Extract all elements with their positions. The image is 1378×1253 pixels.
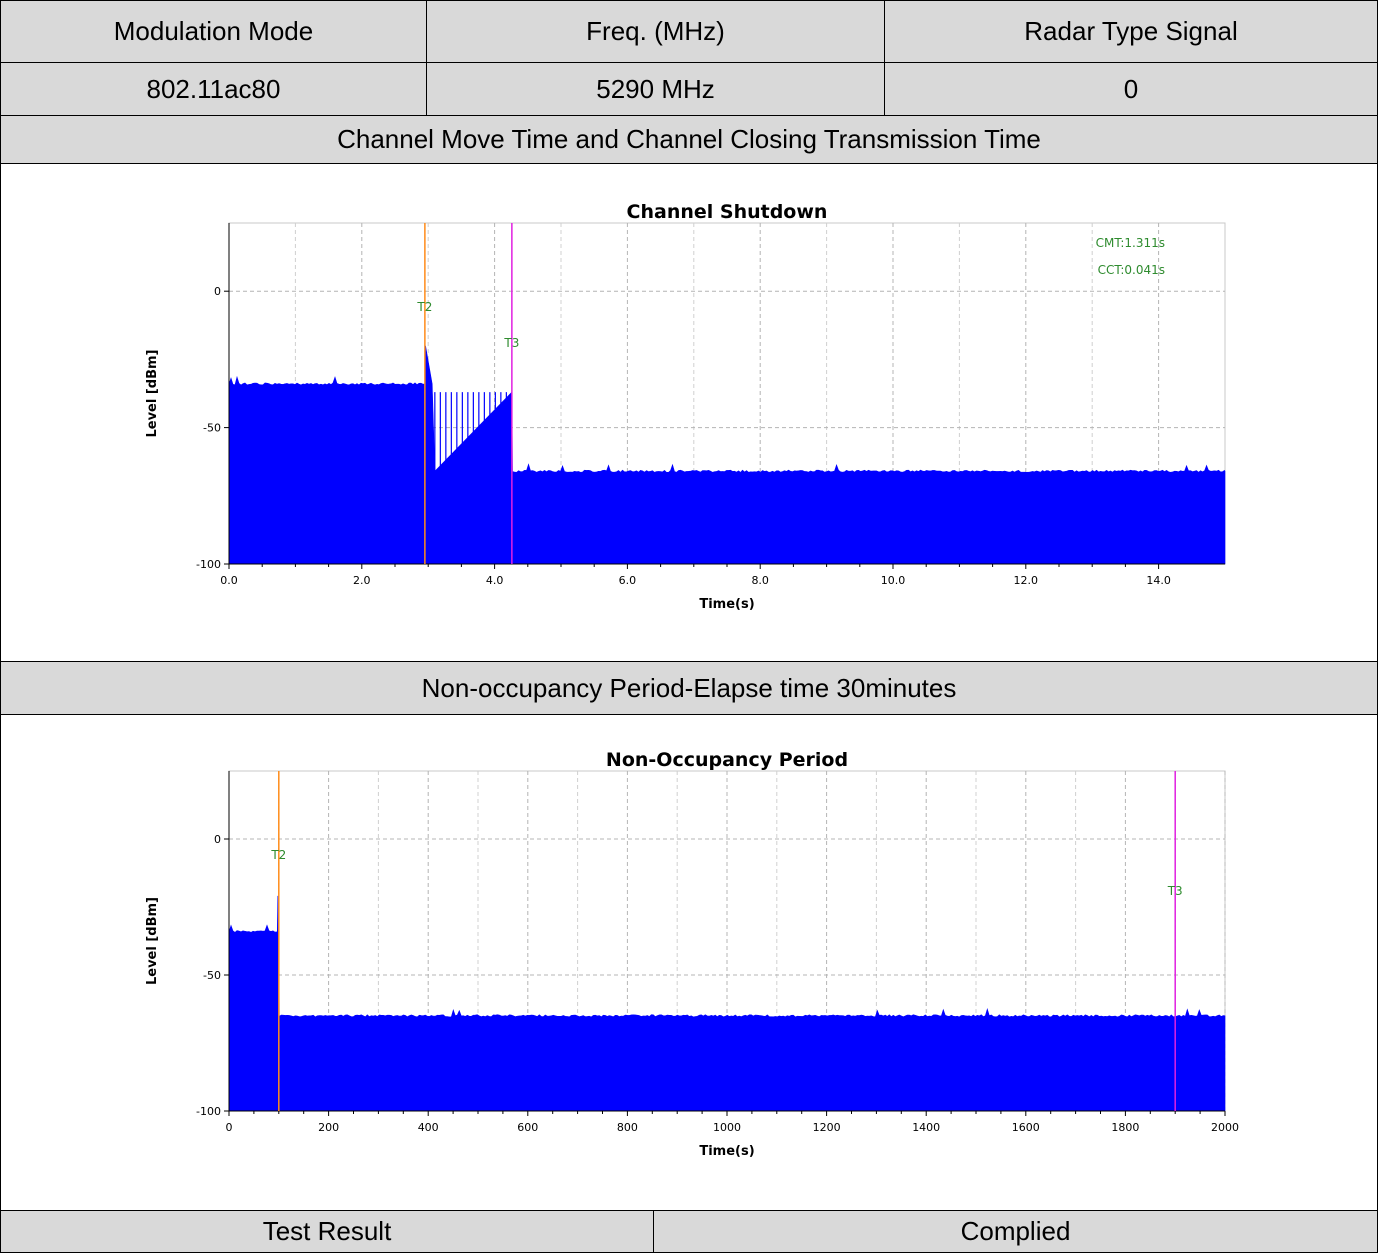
section-title-non-occupancy: Non-occupancy Period-Elapse time 30minut… xyxy=(0,661,1378,715)
y-axis-label: Level [dBm] xyxy=(145,349,160,437)
x-tick-label: 12.0 xyxy=(1014,574,1039,587)
x-tick-label: 400 xyxy=(418,1121,439,1134)
annotation-cmt: CMT:1.311s xyxy=(1096,236,1165,250)
cell-radar-type: 0 xyxy=(884,62,1378,116)
y-tick-label: -50 xyxy=(203,969,221,982)
non-occupancy-chart: 0 200 400 600 800 1000 1200 1400 1600 1800 2000 0 -5… xyxy=(145,749,1239,1159)
x-tick-label: 0.0 xyxy=(220,574,238,587)
x-tick-label: 8.0 xyxy=(751,574,769,587)
x-tick-label: 1600 xyxy=(1012,1121,1040,1134)
x-tick-label: 1200 xyxy=(813,1121,841,1134)
chart-title: Non-Occupancy Period xyxy=(606,749,848,771)
x-tick-label: 2000 xyxy=(1211,1121,1239,1134)
marker-label-t2: T2 xyxy=(416,300,432,314)
series-trace xyxy=(228,345,1226,565)
section-title-channel-move-text: Channel Move Time and Channel Closing Tr… xyxy=(337,124,1041,154)
modulation-mode-value: 802.11ac80 xyxy=(146,73,281,104)
chart-title: Channel Shutdown xyxy=(627,201,828,223)
cell-frequency: 5290 MHz xyxy=(426,62,885,116)
header-modulation-mode: Modulation Mode xyxy=(0,0,427,63)
x-tick-label: 4.0 xyxy=(486,574,504,587)
test-result-value-cell: Complied xyxy=(653,1210,1378,1253)
test-result-label-cell: Test Result xyxy=(0,1210,654,1253)
chart-cell-channel-shutdown: 0.0 2.0 4.0 6.0 8.0 10.0 12.0 14.0 0 -50 -100 T2 T3 C… xyxy=(0,163,1378,662)
test-result-label: Test Result xyxy=(262,1216,392,1246)
y-axis-label: Level [dBm] xyxy=(145,897,160,985)
y-tick-label: -100 xyxy=(196,558,221,571)
x-axis-label: Time(s) xyxy=(699,1144,754,1159)
marker-label-t2: T2 xyxy=(270,848,286,862)
x-tick-label: 14.0 xyxy=(1146,574,1171,587)
marker-label-t3: T3 xyxy=(503,336,519,350)
y-tick-label: -100 xyxy=(196,1105,221,1118)
test-result-value: Complied xyxy=(960,1216,1071,1246)
cell-modulation-mode: 802.11ac80 xyxy=(0,62,427,116)
y-tick-label: -50 xyxy=(203,422,221,435)
y-tick-label: 0 xyxy=(214,285,221,298)
x-tick-label: 1800 xyxy=(1111,1121,1139,1134)
x-tick-label: 1000 xyxy=(713,1121,741,1134)
header-radar-type: Radar Type Signal xyxy=(884,0,1378,63)
header-modulation-mode-label: Modulation Mode xyxy=(113,16,314,46)
x-tick-label: 800 xyxy=(617,1121,638,1134)
marker-label-t3: T3 xyxy=(1167,884,1183,898)
x-tick-label: 6.0 xyxy=(619,574,637,587)
x-tick-label: 2.0 xyxy=(353,574,371,587)
header-frequency: Freq. (MHz) xyxy=(426,0,885,63)
x-tick-label: 600 xyxy=(517,1121,538,1134)
x-tick-label: 1400 xyxy=(912,1121,940,1134)
y-tick-label: 0 xyxy=(214,833,221,846)
channel-shutdown-chart: 0.0 2.0 4.0 6.0 8.0 10.0 12.0 14.0 0 -50 -100 T2 T3 C… xyxy=(145,201,1226,612)
x-tick-label: 0 xyxy=(226,1121,233,1134)
header-frequency-label: Freq. (MHz) xyxy=(586,16,725,46)
x-tick-label: 10.0 xyxy=(881,574,906,587)
chart-cell-non-occupancy: 0 200 400 600 800 1000 1200 1400 1600 1800 2000 0 -5… xyxy=(0,714,1378,1211)
x-axis-label: Time(s) xyxy=(699,597,754,612)
section-title-channel-move: Channel Move Time and Channel Closing Tr… xyxy=(0,115,1378,164)
annotation-cct: CCT:0.041s xyxy=(1098,263,1165,277)
radar-type-value: 0 xyxy=(1123,73,1139,104)
series-trace xyxy=(228,895,1226,1112)
header-radar-type-label: Radar Type Signal xyxy=(1024,16,1238,46)
section-title-non-occupancy-text: Non-occupancy Period-Elapse time 30minut… xyxy=(421,672,957,703)
frequency-value: 5290 MHz xyxy=(596,73,715,104)
x-tick-label: 200 xyxy=(318,1121,339,1134)
